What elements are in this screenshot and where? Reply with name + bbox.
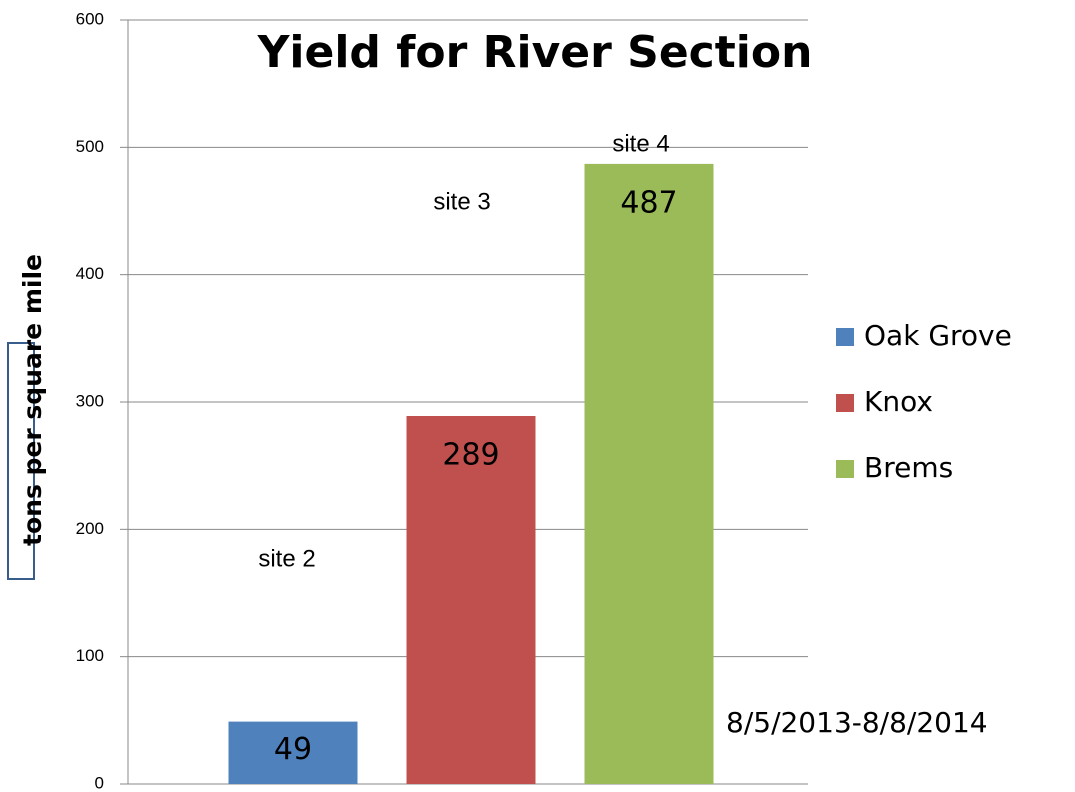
annotation: site 4 — [612, 130, 669, 157]
legend-swatch — [836, 394, 854, 412]
y-tick-label: 100 — [76, 646, 104, 665]
bar — [584, 163, 714, 785]
y-tick-label: 600 — [76, 9, 104, 28]
value-label: 487 — [620, 185, 677, 220]
y-tick-label: 400 — [76, 264, 104, 283]
legend-label: Brems — [864, 451, 953, 484]
annotation: 8/5/2013-8/8/2014 — [726, 706, 988, 739]
y-tick-label: 200 — [76, 519, 104, 538]
chart-title: Yield for River Section — [257, 27, 813, 78]
annotation: site 2 — [258, 545, 315, 572]
legend-swatch — [836, 328, 854, 346]
y-tick-label: 0 — [95, 773, 104, 792]
annotation: site 3 — [433, 188, 490, 215]
legend-swatch — [836, 460, 854, 478]
bar — [228, 721, 358, 784]
y-axis-label: tons per square mile — [18, 254, 47, 546]
value-label: 289 — [442, 438, 499, 473]
y-tick-label: 500 — [76, 137, 104, 156]
y-tick-label: 300 — [76, 391, 104, 410]
legend-label: Knox — [864, 385, 933, 418]
legend-label: Oak Grove — [864, 319, 1012, 352]
value-label: 49 — [274, 732, 312, 767]
bar — [406, 416, 536, 784]
label-box — [7, 342, 35, 580]
